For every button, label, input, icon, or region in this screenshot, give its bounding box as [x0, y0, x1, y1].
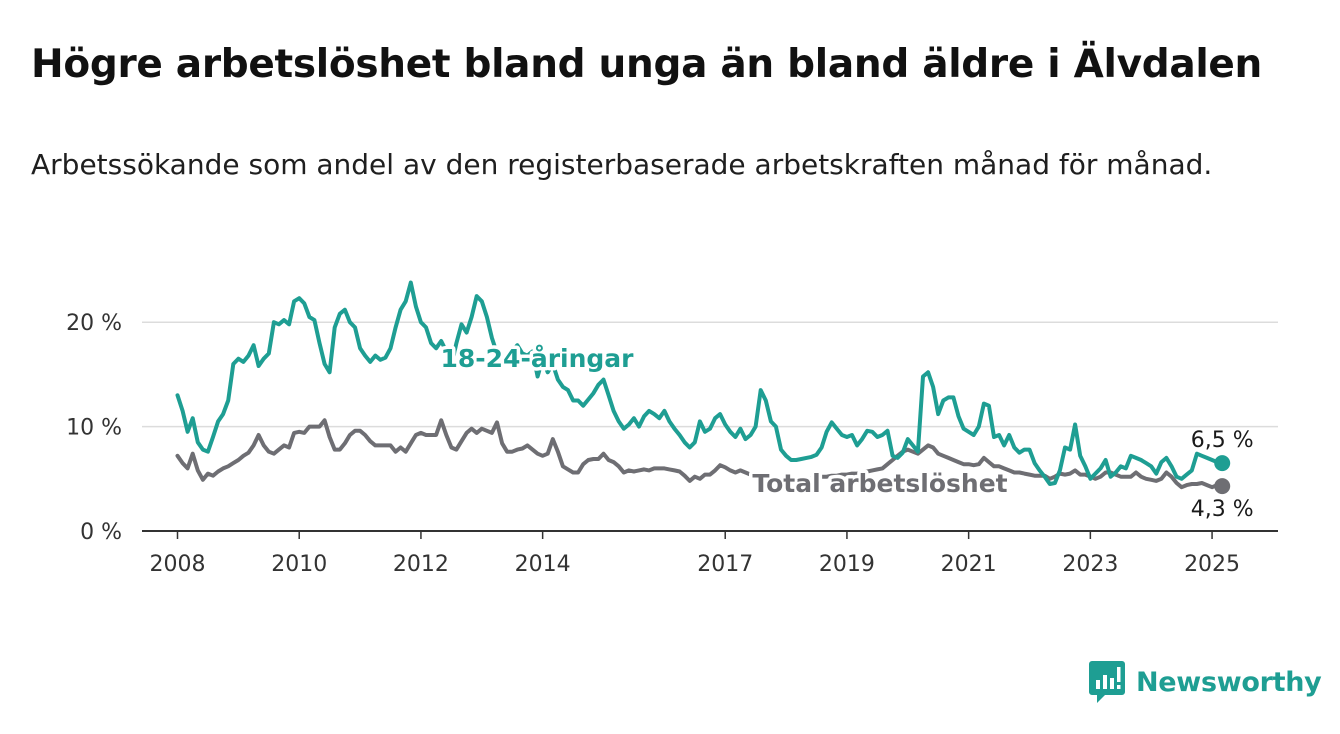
logo-text: Newsworthy [1136, 666, 1322, 698]
x-tick-label: 2023 [1062, 552, 1118, 577]
series-end-marker [1214, 478, 1231, 495]
x-tick-label: 2012 [393, 552, 449, 577]
chart-subtitle: Arbetssökande som andel av den registerb… [31, 148, 1213, 181]
series-lines [175, 280, 1231, 495]
y-tick-label: 0 % [80, 520, 122, 545]
x-tick-label: 2008 [150, 552, 206, 577]
x-axis: 2008 2010 2012 2014 2017 2019 2021 2023 2025 [142, 530, 1278, 577]
series-line [175, 418, 1225, 490]
x-tick-label: 2014 [515, 552, 571, 577]
end-value-youth: 6,5 % [1191, 428, 1254, 453]
y-axis: 0 % 10 % 20 % [66, 311, 122, 545]
series-line [175, 280, 1225, 486]
series-label-total: Total arbetslöshet [752, 469, 1007, 498]
series-label-youth: 18-24-åringar [441, 344, 635, 373]
gridlines [142, 321, 1278, 428]
end-value-total: 4,3 % [1191, 497, 1254, 522]
x-tick-label: 2021 [941, 552, 997, 577]
x-tick-label: 2025 [1184, 552, 1240, 577]
x-tick-label: 2010 [271, 552, 327, 577]
y-tick-label: 20 % [66, 311, 122, 336]
series-labels: 18-24-åringar Total arbetslöshet 6,5 % 4,3 … [437, 341, 1256, 525]
series-end-marker [1214, 455, 1231, 472]
bar-chart-badge-icon [1089, 661, 1125, 703]
y-tick-label: 10 % [66, 416, 122, 441]
newsworthy-logo: Newsworthy [1089, 660, 1322, 704]
x-tick-label: 2019 [819, 552, 875, 577]
chart-title: Högre arbetslöshet bland unga än bland ä… [31, 42, 1263, 87]
x-tick-label: 2017 [697, 552, 753, 577]
